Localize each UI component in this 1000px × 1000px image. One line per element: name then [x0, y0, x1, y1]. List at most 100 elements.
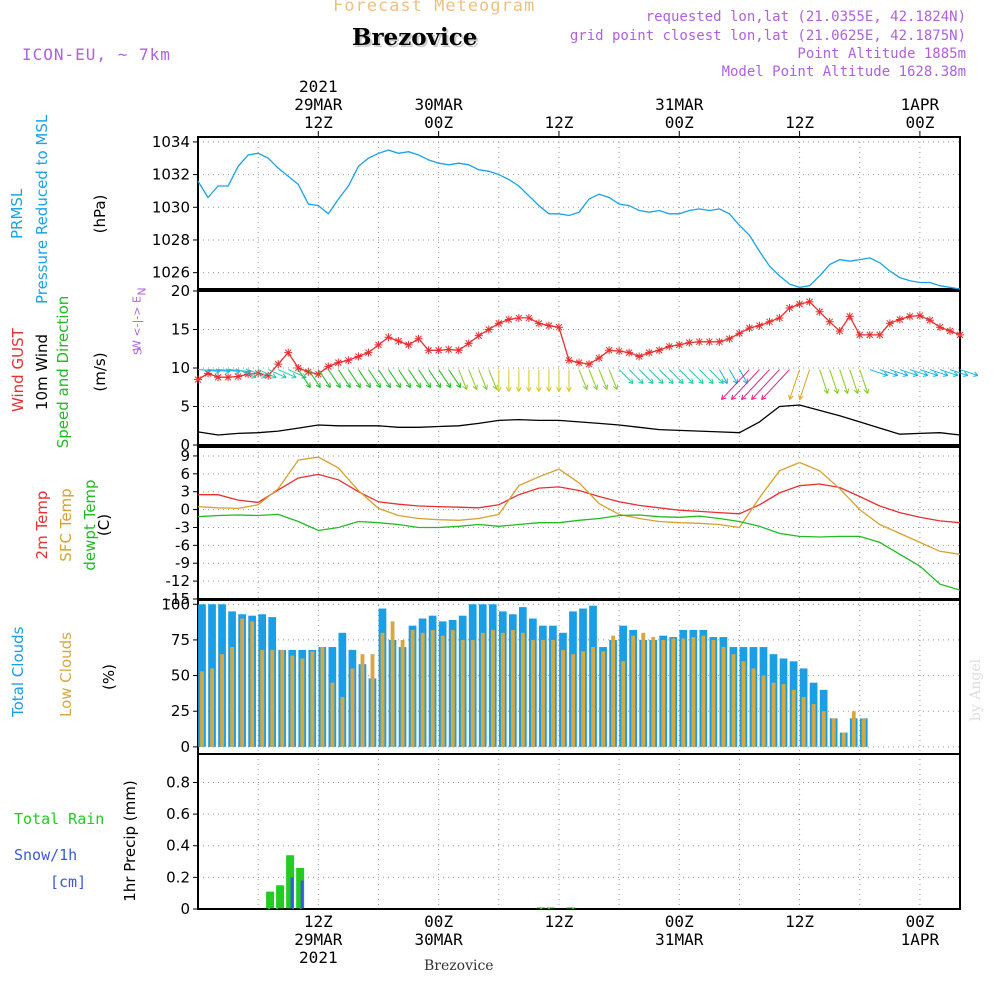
- footer-location: Brezovice: [424, 958, 494, 974]
- wind-ytick-label: 15: [171, 321, 190, 339]
- wind-arrow-head: [345, 382, 351, 388]
- low-cloud-bar: [370, 654, 375, 747]
- low-cloud-bar: [781, 684, 786, 747]
- low-cloud-bar: [300, 658, 305, 747]
- low-cloud-bar: [601, 651, 606, 747]
- gust-marker: [875, 330, 884, 339]
- wind-arrow: [628, 369, 644, 384]
- wind-arrow: [939, 369, 959, 377]
- gust-marker: [264, 371, 273, 380]
- compass-south: S: [131, 348, 145, 355]
- wind-arrow-head: [405, 382, 412, 388]
- wind-arrow-head: [425, 382, 432, 388]
- wind-arrow-head: [698, 378, 704, 385]
- gust-marker: [384, 333, 393, 342]
- gust-label: Wind GUST: [9, 328, 27, 412]
- wind-arrow: [408, 369, 421, 388]
- wind-arrow: [731, 369, 760, 400]
- wind-arrow: [849, 369, 859, 394]
- low-cloud-bar: [581, 651, 585, 747]
- low-cloud-bar: [641, 632, 646, 747]
- low-cloud-bar: [621, 661, 626, 747]
- low-cloud-bar: [731, 654, 736, 747]
- wind-arrow-head: [668, 378, 674, 385]
- low-cloud-bar: [500, 632, 505, 747]
- wind-arrow-head: [445, 382, 452, 388]
- wind-arrow: [327, 369, 341, 388]
- temperature-ytick-label: 0: [180, 501, 190, 519]
- location-title: Brezovice: [352, 24, 478, 51]
- low-cloud-bar: [831, 718, 836, 747]
- low-cloud-bar: [791, 689, 796, 747]
- pressure-frame: [197, 136, 961, 290]
- gust-marker: [775, 313, 784, 322]
- gust-marker: [454, 346, 463, 355]
- low-cloud-bar: [360, 654, 365, 747]
- low-cloud-bar: [661, 639, 666, 747]
- gust-marker: [715, 337, 724, 346]
- low-cloud-bar: [771, 682, 776, 747]
- gust-marker: [956, 330, 964, 339]
- temperature-frame: [197, 446, 961, 600]
- wind-arrow-head: [942, 371, 949, 377]
- time-label-bottom: 12Z: [304, 912, 333, 931]
- wind-arrow: [307, 369, 321, 388]
- low-cloud-bar: [711, 639, 716, 747]
- gust-marker: [735, 329, 744, 338]
- low-cloud-bar: [651, 637, 656, 747]
- wind-arrow: [347, 369, 361, 388]
- gust-marker: [945, 327, 954, 336]
- wind-arrow-head: [952, 371, 959, 377]
- low-cloud-bar: [270, 649, 275, 747]
- wind-arrow: [929, 369, 949, 377]
- gust-marker: [595, 353, 604, 362]
- wind-arrow: [228, 369, 251, 373]
- wind-arrow: [468, 369, 478, 390]
- wind-arrow-head: [536, 386, 542, 392]
- wind-arrow-head: [435, 382, 442, 388]
- wind-arrow-head: [291, 373, 297, 379]
- wind-arrow-head: [902, 371, 909, 377]
- wind-arrow-head: [482, 384, 488, 390]
- low-cloud-bar: [631, 635, 636, 747]
- wind-arrow-head: [788, 394, 794, 400]
- low-clouds-label: Low Clouds: [57, 632, 75, 717]
- temp-line-2: [197, 513, 961, 591]
- snow-bar: [290, 877, 294, 909]
- wind-arrow-head: [853, 388, 860, 394]
- time-label-top: 00Z: [424, 113, 453, 132]
- wind-arrow: [588, 369, 598, 390]
- point-altitude: Point Altitude 1885m: [797, 46, 966, 62]
- temperature-ytick-label: 9: [180, 447, 190, 465]
- gust-marker: [795, 300, 804, 309]
- low-cloud-bar: [240, 618, 245, 747]
- wind-arrow-head: [261, 373, 267, 379]
- precipitation-ytick-label: 0: [180, 900, 190, 918]
- gust-marker: [835, 327, 844, 336]
- low-cloud-bar: [470, 639, 475, 747]
- temp-line-0: [198, 473, 961, 524]
- temperature-ytick-label: -3: [175, 518, 190, 536]
- t2m-label: 2m Temp: [33, 490, 51, 560]
- gust-marker: [895, 315, 904, 324]
- low-cloud-bar: [741, 661, 746, 747]
- wind-arrow: [378, 369, 391, 388]
- wind-arrow: [909, 369, 929, 377]
- gust-marker: [284, 348, 293, 357]
- gust-marker: [615, 347, 624, 356]
- gust-marker: [334, 358, 343, 367]
- low-cloud-bar: [460, 639, 465, 747]
- wind-arrow-head: [708, 378, 714, 385]
- gust-marker: [885, 319, 894, 328]
- low-cloud-bar: [420, 632, 425, 747]
- wind-arrow-head: [415, 382, 422, 388]
- gust-marker: [805, 297, 814, 306]
- clouds-ytick-label: 75: [171, 631, 190, 649]
- rain-bar: [296, 867, 305, 909]
- wind-arrow-head: [556, 386, 562, 392]
- gust-marker: [785, 303, 794, 312]
- precipitation-ytick-label: 0.4: [166, 837, 190, 855]
- temperature-ytick-label: 3: [180, 483, 190, 501]
- wind-arrow: [859, 369, 869, 394]
- model-altitude: Model Point Altitude 1628.38m: [721, 64, 966, 80]
